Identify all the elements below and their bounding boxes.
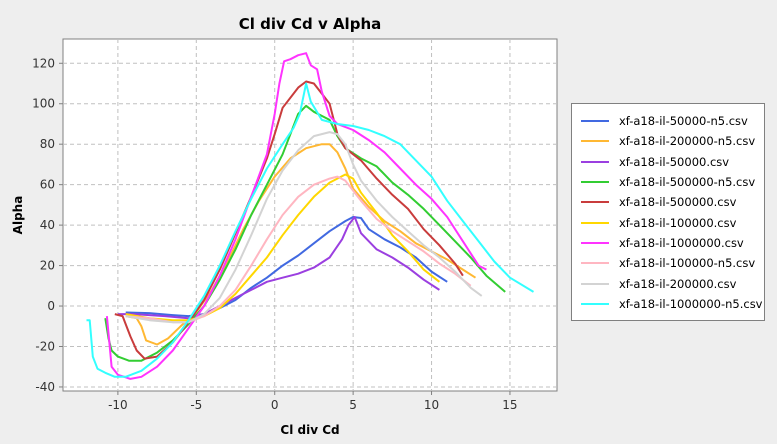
legend-swatch [581, 140, 609, 143]
legend-label: xf-a18-il-1000000-n5.csv [619, 296, 763, 311]
legend-label: xf-a18-il-50000-n5.csv [619, 114, 748, 129]
legend-swatch [581, 262, 609, 265]
axes: -10 -5 0 5 10 15 -40 -20 0 20 40 60 80 100 120 [32, 56, 517, 412]
legend-label: xf-a18-il-50000.csv [619, 154, 730, 169]
y-tick-label: 100 [32, 97, 55, 111]
legend-item: xf-a18-il-100000-n5.csv [572, 253, 764, 273]
y-tick-label: -20 [35, 339, 55, 353]
x-tick-label: 15 [502, 398, 517, 412]
series-line-9 [125, 131, 483, 324]
legend-item: xf-a18-il-50000-n5.csv [572, 111, 764, 131]
y-tick-label: 60 [40, 178, 55, 192]
legend-swatch [581, 181, 609, 184]
x-axis-label: Cl div Cd [280, 423, 339, 437]
legend-item: xf-a18-il-100000.csv [572, 212, 764, 232]
legend-item: xf-a18-il-50000.csv [572, 152, 764, 172]
x-tick-label: 0 [271, 398, 279, 412]
legend-swatch [581, 302, 609, 305]
y-axis-label: Alpha [11, 196, 25, 235]
chart-legend: xf-a18-il-50000-n5.csv xf-a18-il-200000-n… [571, 103, 765, 321]
legend-swatch [581, 241, 609, 244]
legend-label: xf-a18-il-500000.csv [619, 195, 737, 210]
legend-label: xf-a18-il-100000.csv [619, 215, 737, 230]
legend-label: xf-a18-il-100000-n5.csv [619, 256, 756, 271]
legend-label: xf-a18-il-500000-n5.csv [619, 175, 756, 190]
legend-label: xf-a18-il-200000.csv [619, 276, 737, 291]
x-tick-label: 5 [349, 398, 357, 412]
series-line-2 [125, 143, 477, 346]
plot-area [62, 38, 558, 392]
legend-item: xf-a18-il-200000.csv [572, 273, 764, 293]
legend-swatch [581, 221, 609, 224]
legend-swatch [581, 160, 609, 163]
y-tick-label: -40 [35, 380, 55, 394]
series-lines [86, 52, 535, 380]
legend-swatch [581, 120, 609, 123]
series-line-7 [105, 52, 487, 380]
legend-item: xf-a18-il-500000.csv [572, 192, 764, 212]
x-tick-label: -10 [108, 398, 128, 412]
series-line-10 [86, 82, 535, 378]
x-tick-label: 10 [424, 398, 439, 412]
series-line-5 [114, 80, 464, 360]
x-tick-label: -5 [190, 398, 202, 412]
legend-label: xf-a18-il-200000-n5.csv [619, 134, 756, 149]
y-tick-label: 80 [40, 137, 55, 151]
legend-swatch [581, 201, 609, 204]
chart-title: Cl div Cd v Alpha [239, 15, 382, 33]
y-tick-label: 0 [47, 299, 55, 313]
y-tick-label: 40 [40, 218, 55, 232]
legend-item: xf-a18-il-1000000-n5.csv [572, 294, 764, 314]
legend-item: xf-a18-il-1000000.csv [572, 233, 764, 253]
legend-swatch [581, 282, 609, 285]
y-tick-label: 120 [32, 56, 55, 70]
legend-item: xf-a18-il-200000-n5.csv [572, 131, 764, 151]
series-line-8 [125, 175, 472, 324]
legend-item: xf-a18-il-500000-n5.csv [572, 172, 764, 192]
legend-label: xf-a18-il-1000000.csv [619, 235, 744, 250]
y-tick-label: 20 [40, 259, 55, 273]
